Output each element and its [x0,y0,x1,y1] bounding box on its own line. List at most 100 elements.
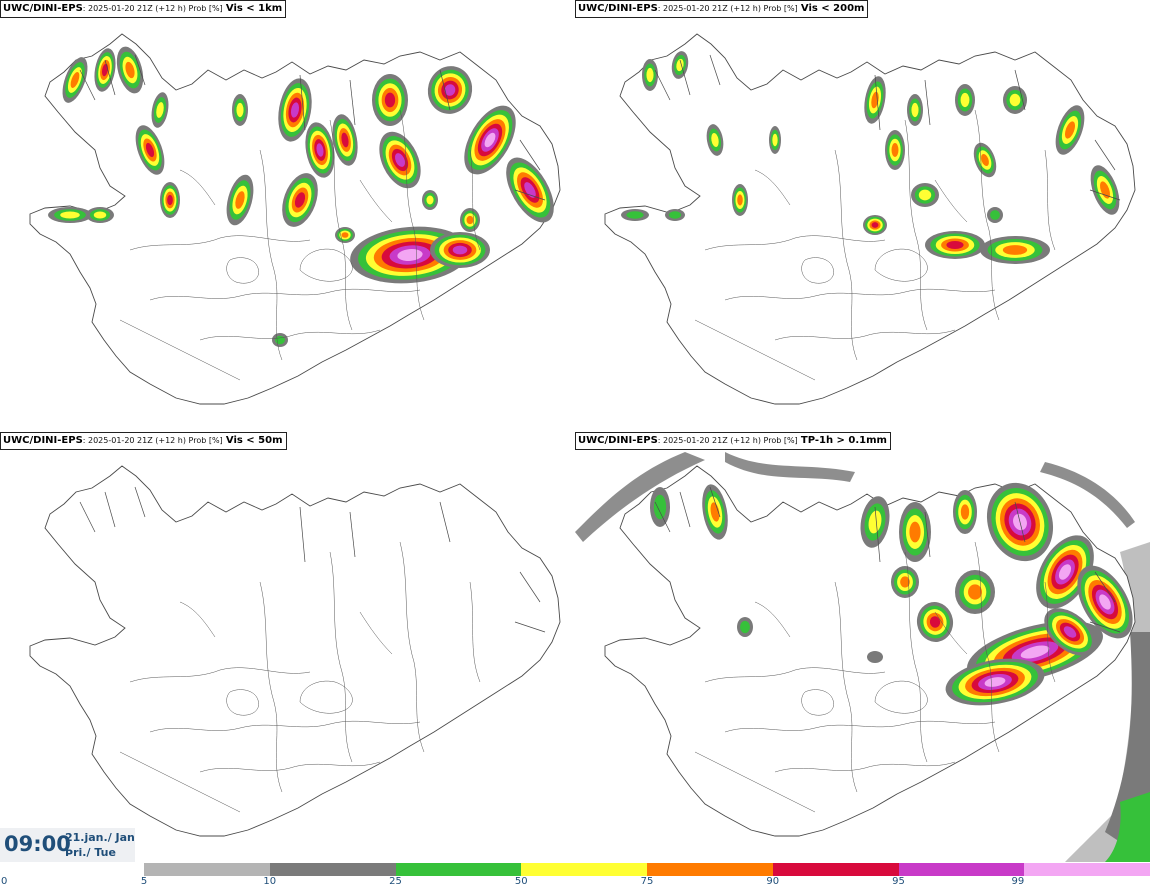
valid-time-box: 09:00 21.jan./ Jan Þri./ Tue [0,828,135,862]
probability-area [911,183,939,207]
probability-area [62,57,88,103]
border-line [704,235,886,251]
fjord-line [654,501,671,533]
colorbar-segment [521,863,648,876]
fjord-line [104,491,116,528]
border-line [1044,149,1056,251]
map-precip [575,452,1150,862]
probability-area [955,84,975,116]
probability-area [867,651,883,663]
panel-precip: UWC/DINI-EPS: 2025-01-20 21Z (+12 h) Pro… [575,432,1150,862]
probability-area [48,207,92,223]
border-line [399,541,425,753]
probability-area [863,215,887,235]
probability-area [1044,608,1096,656]
valid-date: 21.jan./ Jan Þri./ Tue [65,830,135,860]
probability-area [282,173,318,227]
probability-area [953,490,977,534]
probability-area [335,227,355,243]
border-line [129,667,311,683]
border-line [874,248,928,282]
colorbar-tick-label: 75 [640,876,654,887]
probability-area [430,232,490,268]
border-line [119,751,241,813]
fjord-line [924,79,931,126]
panel-vis-1km: UWC/DINI-EPS: 2025-01-20 21Z (+12 h) Pro… [0,0,575,430]
fjord-line [1094,571,1116,603]
fjord-line [709,486,721,518]
border-line [359,611,393,655]
border-line [754,169,791,206]
border-line [199,761,381,773]
colorbar-segment [144,863,271,876]
border-line [469,581,481,683]
fjord-line [79,501,96,533]
fjord-line [299,506,306,563]
panel-vis-50m: UWC/DINI-EPS: 2025-01-20 21Z (+12 h) Pro… [0,432,575,862]
border-line [149,720,421,733]
probability-area [460,208,480,232]
probability-area [860,496,890,548]
colorbar-segment [772,863,899,876]
probability-area [980,236,1050,264]
fjord-line [1089,621,1121,633]
border-line [226,257,259,284]
border-line [704,667,886,683]
map-vis-50m [29,465,561,837]
border-line [119,319,241,381]
probability-area [899,502,931,562]
map-vis-1km [29,33,561,405]
probability-area [272,333,288,347]
map-vis-200m [604,33,1136,405]
panel-title: UWC/DINI-EPS: 2025-01-20 21Z (+12 h) Pro… [0,0,287,18]
fjord-line [439,501,451,543]
fjord-line [1014,501,1026,543]
probability-area [621,209,649,221]
border-line [259,149,283,361]
border-line [226,689,259,716]
probability-area [706,124,724,156]
border-line [801,257,834,284]
probability-area [232,94,248,126]
colorbar-tick-label: 10 [263,876,277,887]
probability-area [332,114,358,166]
colorbar-tick-label: 50 [514,876,528,887]
border-line [834,149,858,361]
probability-area [665,209,685,221]
probability-area [1077,565,1133,639]
border-line [904,119,928,331]
colorbar-segment [898,863,1025,876]
colorbar [144,863,1150,876]
colorbar-tick-label: 95 [892,876,905,887]
probability-area [702,484,728,540]
colorbar-ticks: 0 5 10 25 50 75 90 95 99 [0,876,1150,891]
fjord-line [349,511,356,558]
probability-area [737,617,753,637]
colorbar-tick-label: 90 [766,876,780,887]
coastline [29,465,561,837]
border-line [974,541,1000,753]
precip-sea-area [725,452,855,482]
probability-area [955,570,995,614]
border-line [299,680,353,714]
probability-area [916,602,954,642]
border-line [329,551,353,763]
colorbar-tick-label: 99 [1011,876,1025,887]
fjord-line [514,189,546,201]
panel-vis-200m: UWC/DINI-EPS: 2025-01-20 21Z (+12 h) Pro… [575,0,1150,430]
probability-area [925,231,985,259]
fjord-line [874,506,881,563]
border-line [934,179,968,223]
panel-title: UWC/DINI-EPS: 2025-01-20 21Z (+12 h) Pro… [575,432,891,450]
colorbar-segment [647,863,774,876]
border-line [724,288,996,301]
probability-area [769,126,781,154]
fjord-line [1094,139,1116,171]
colorbar-segment [1024,863,1150,876]
precip-sea-area [1040,462,1135,528]
valid-date-line1: 21.jan./ Jan [65,831,135,844]
border-line [199,329,381,341]
fjord-line [1014,69,1026,111]
colorbar-segment [395,863,522,876]
precip-sea-area [575,452,705,542]
